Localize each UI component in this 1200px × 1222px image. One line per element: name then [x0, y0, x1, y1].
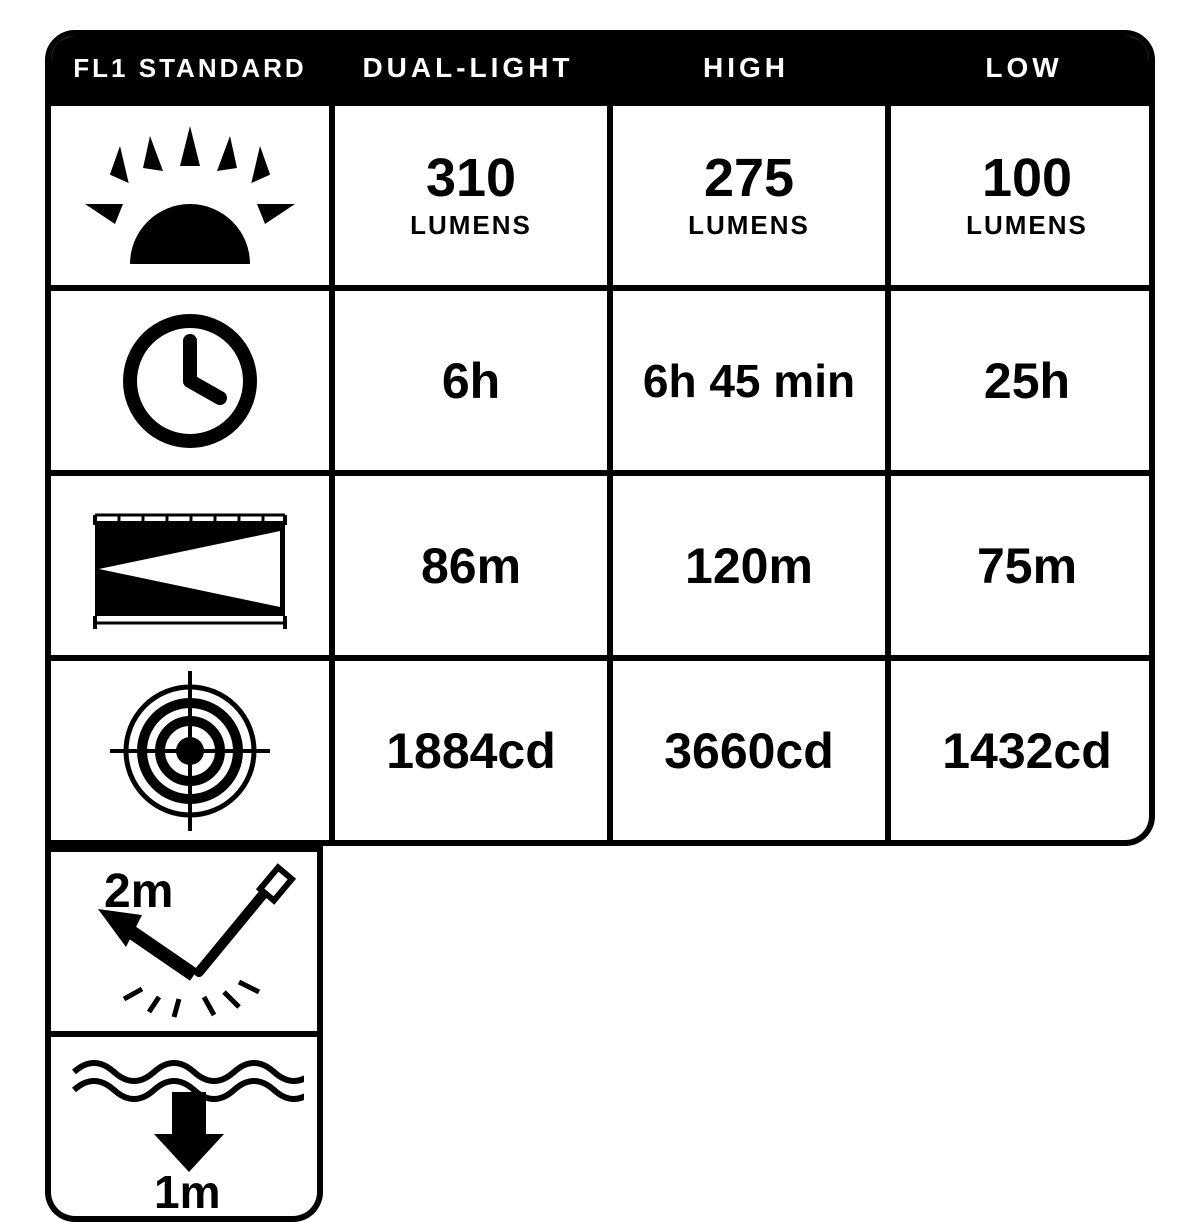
spec-table: FL1 STANDARD DUAL-LIGHT HIGH LOW: [45, 30, 1155, 846]
table-header: FL1 STANDARD DUAL-LIGHT HIGH LOW: [51, 36, 1149, 100]
row-runtime: 6h 6h 45 min 25h: [51, 285, 1149, 470]
value: 310: [426, 150, 516, 207]
row-light-output: 310 LUMENS 275 LUMENS 100 LUMENS: [51, 100, 1149, 285]
value: 25h: [984, 352, 1070, 410]
runtime-low: 25h: [885, 285, 1155, 470]
value: 1432cd: [942, 722, 1112, 780]
value: 3660cd: [664, 722, 834, 780]
value: 86m: [421, 537, 521, 595]
unit: LUMENS: [410, 210, 532, 241]
distance-dual: 86m: [329, 470, 607, 655]
unit: LUMENS: [688, 210, 810, 241]
lumens-dual: 310 LUMENS: [329, 100, 607, 285]
beam-distance-icon: [51, 470, 329, 655]
distance-high: 120m: [607, 470, 885, 655]
unit: LUMENS: [966, 210, 1088, 241]
row-peak-intensity: 1884cd 3660cd 1432cd: [51, 655, 1149, 840]
value: 6h 45 min: [643, 354, 855, 408]
row-beam-distance: 86m 120m 75m: [51, 470, 1149, 655]
value: 75m: [977, 537, 1077, 595]
lumens-high: 275 LUMENS: [607, 100, 885, 285]
light-output-icon: [51, 100, 329, 285]
header-dual-light: DUAL-LIGHT: [329, 52, 607, 84]
value: 100: [982, 150, 1072, 207]
impact-label: 2m: [104, 865, 173, 918]
runtime-high: 6h 45 min: [607, 285, 885, 470]
intensity-high: 3660cd: [607, 655, 885, 840]
value: 120m: [685, 537, 813, 595]
peak-intensity-icon: [51, 655, 329, 840]
extra-ratings: 2m: [45, 846, 323, 1222]
intensity-dual: 1884cd: [329, 655, 607, 840]
runtime-dual: 6h: [329, 285, 607, 470]
header-low: LOW: [885, 52, 1155, 84]
lumens-low: 100 LUMENS: [885, 100, 1155, 285]
waterproof-icon: 1m: [51, 1031, 317, 1216]
impact-resistance-icon: 2m: [51, 846, 317, 1031]
water-label: 1m: [154, 1166, 220, 1212]
value: 6h: [442, 352, 500, 410]
intensity-low: 1432cd: [885, 655, 1155, 840]
value: 275: [704, 150, 794, 207]
distance-low: 75m: [885, 470, 1155, 655]
fl1-standard-chart: FL1 STANDARD DUAL-LIGHT HIGH LOW: [45, 30, 1155, 1222]
runtime-clock-icon: [51, 285, 329, 470]
value: 1884cd: [386, 722, 556, 780]
header-high: HIGH: [607, 52, 885, 84]
header-fl1: FL1 STANDARD: [51, 53, 329, 84]
